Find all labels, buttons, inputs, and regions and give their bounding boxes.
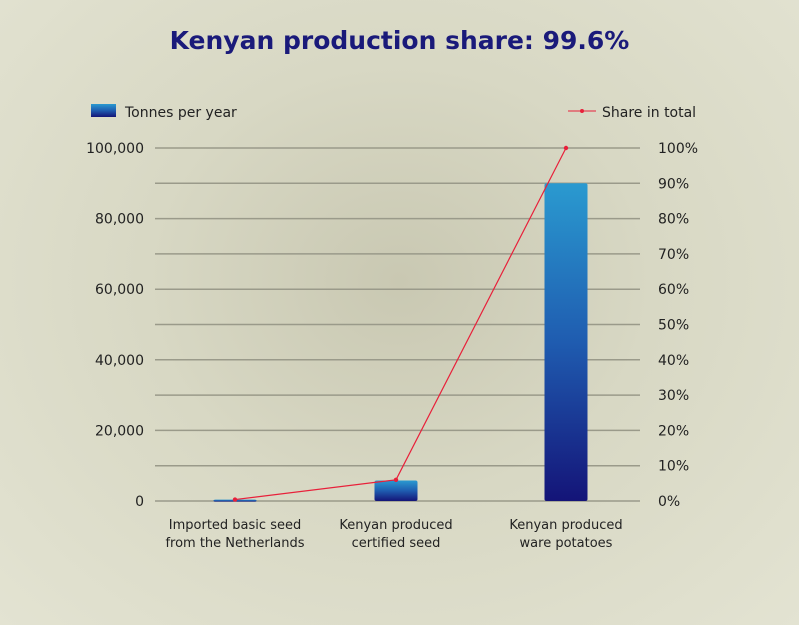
right-tick-label: 60% xyxy=(658,282,689,298)
right-tick-label: 70% xyxy=(658,247,689,263)
left-tick-label: 100,000 xyxy=(86,141,144,157)
bar xyxy=(544,183,588,502)
right-tick-label: 100% xyxy=(658,141,698,157)
left-tick-label: 0 xyxy=(135,494,144,510)
left-tick-label: 80,000 xyxy=(95,212,144,228)
right-tick-label: 80% xyxy=(658,212,689,228)
left-tick-label: 40,000 xyxy=(95,353,144,369)
share-point xyxy=(563,145,569,151)
right-tick-label: 90% xyxy=(658,176,689,192)
share-point xyxy=(393,477,399,483)
category-label: ware potatoes xyxy=(520,536,613,551)
right-tick-label: 0% xyxy=(658,494,680,510)
right-tick-label: 10% xyxy=(658,459,689,475)
legend-line-marker xyxy=(580,109,584,113)
right-tick-label: 30% xyxy=(658,388,689,404)
chart-title: Kenyan production share: 99.6% xyxy=(169,26,630,55)
category-label: from the Netherlands xyxy=(165,536,304,551)
bar xyxy=(374,480,418,501)
category-label: Kenyan produced xyxy=(339,518,452,533)
category-label: Kenyan produced xyxy=(509,518,622,533)
left-tick-label: 20,000 xyxy=(95,423,144,439)
legend-line-label: Share in total xyxy=(602,105,696,121)
share-point xyxy=(232,497,238,502)
legend-bar-label: Tonnes per year xyxy=(124,105,237,121)
right-tick-label: 20% xyxy=(658,423,689,439)
legend-bar-swatch xyxy=(91,104,116,117)
category-label: certified seed xyxy=(352,536,441,551)
right-tick-label: 40% xyxy=(658,353,689,369)
category-label: Imported basic seed xyxy=(169,518,301,533)
right-tick-label: 50% xyxy=(658,318,689,334)
left-tick-label: 60,000 xyxy=(95,282,144,298)
